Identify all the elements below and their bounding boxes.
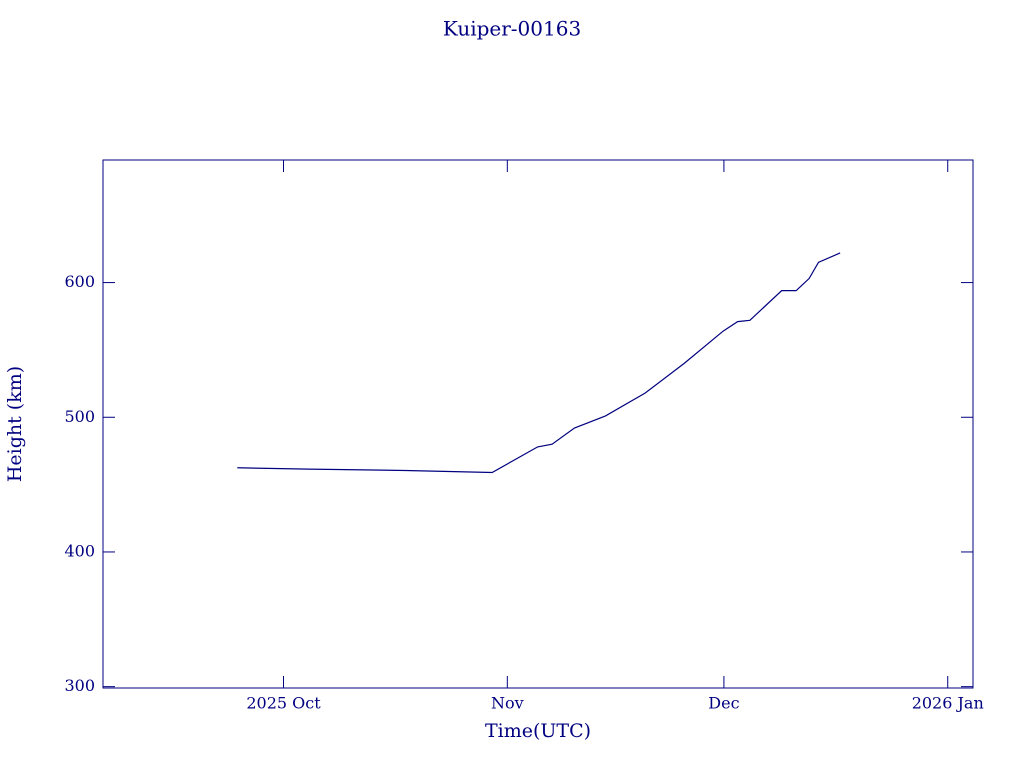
x-axis-label: Time(UTC) [485, 720, 591, 742]
x-tick-label: Dec [708, 694, 739, 713]
chart-title: Kuiper-00163 [443, 17, 581, 41]
y-tick-label: 300 [64, 676, 95, 695]
data-line [237, 252, 841, 474]
x-tick-label: 2026 Jan [912, 694, 984, 713]
y-tick-label: 400 [64, 541, 95, 560]
y-tick-label: 600 [64, 272, 95, 291]
x-tick-label: Nov [491, 694, 524, 713]
y-axis-label: Height (km) [4, 366, 26, 482]
plot-frame [102, 159, 974, 689]
x-tick-label: 2025 Oct [246, 694, 321, 713]
y-tick-label: 500 [64, 407, 95, 426]
